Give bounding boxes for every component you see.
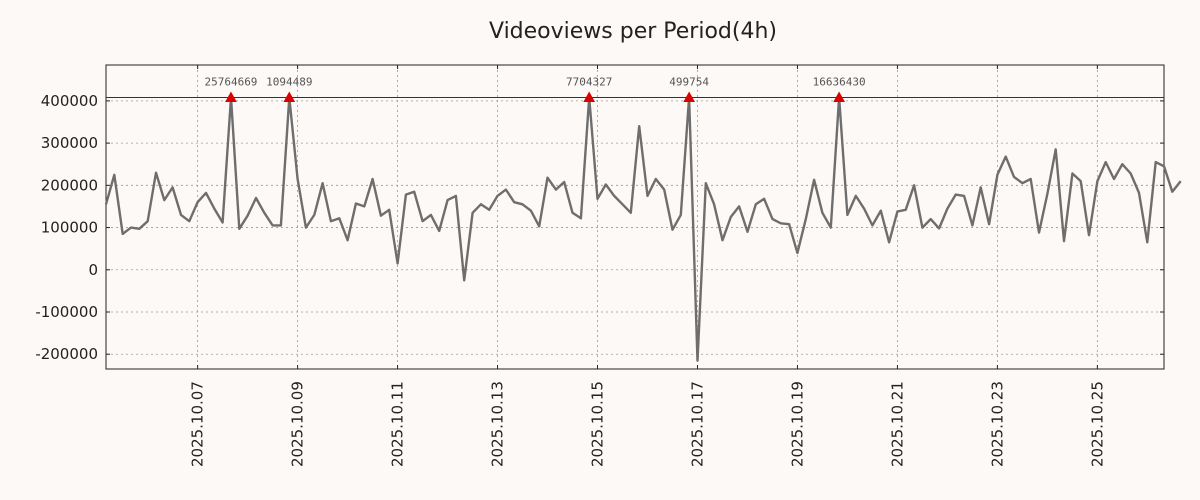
x-tick-label: 2025.10.19 [788, 381, 806, 467]
y-tick-label: -100000 [35, 303, 98, 321]
y-tick-label: 300000 [41, 134, 98, 152]
y-tick-label: 0 [88, 261, 98, 279]
x-tick-label: 2025.10.13 [489, 381, 507, 467]
x-tick-label: 2025.10.17 [688, 381, 706, 467]
x-tick-label: 2025.10.15 [589, 381, 607, 467]
peak-label: 7704327 [566, 76, 612, 89]
y-tick-label: 100000 [41, 219, 98, 237]
x-tick-label: 2025.10.23 [988, 381, 1006, 467]
peak-label: 25764669 [204, 76, 257, 89]
y-tick-label: 200000 [41, 176, 98, 194]
peak-label: 1094489 [266, 76, 312, 89]
peak-marker [583, 91, 596, 103]
x-tick-label: 2025.10.21 [888, 381, 906, 467]
x-tick-label: 2025.10.09 [289, 381, 307, 467]
x-tick-label: 2025.10.07 [189, 381, 207, 467]
peak-marker [225, 91, 237, 103]
grid-lines [106, 65, 1164, 369]
chart-title: Videoviews per Period(4h) [489, 19, 777, 44]
peak-label: 499754 [669, 76, 709, 89]
x-axis: 2025.10.07 2025.10.09 2025.10.11 2025.10.13… [189, 65, 1106, 467]
x-tick-label: 2025.10.11 [389, 381, 407, 467]
peak-label: 16636430 [813, 76, 866, 89]
plot-area [105, 64, 1165, 370]
peak-marker [283, 91, 296, 103]
y-tick-label: -200000 [35, 345, 98, 363]
series-videoviews [104, 96, 1182, 362]
x-tick-label: 2025.10.25 [1088, 381, 1106, 467]
y-axis: -200000 -100000 0 100000 200000 300000 400000 [35, 92, 1164, 363]
y-tick-label: 400000 [41, 92, 98, 110]
series-line [104, 96, 1182, 362]
peak-marker [683, 91, 695, 103]
peak-marker [833, 91, 845, 103]
peak-markers: 25764669 1094489 7704327 499754 16636430 [204, 76, 866, 103]
